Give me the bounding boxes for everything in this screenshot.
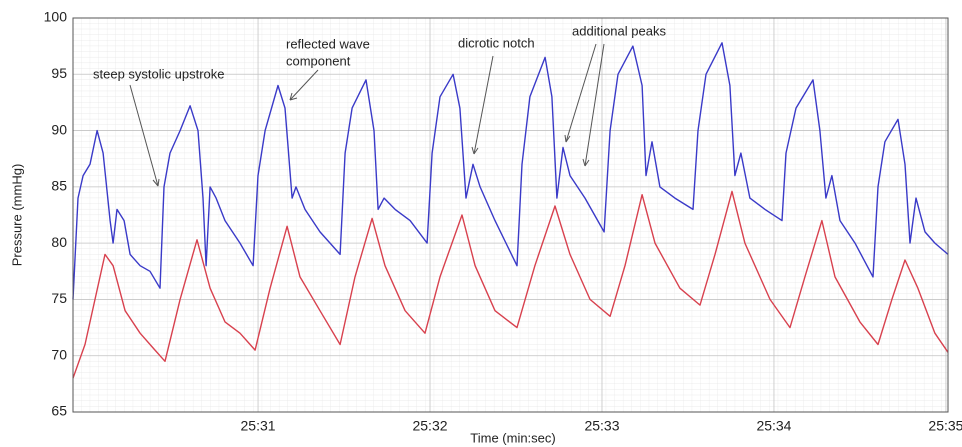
y-tick-label: 85 <box>51 178 67 194</box>
plot-frame <box>72 17 949 413</box>
x-axis-title: Time (min:sec) <box>470 430 555 445</box>
annotation: component <box>286 53 351 68</box>
x-tick-label: 25:34 <box>756 418 791 434</box>
annotation: steep systolic upstroke <box>93 66 225 81</box>
annotation: dicrotic notch <box>458 35 535 50</box>
x-tick-label: 25:35 <box>928 418 962 434</box>
arrow <box>473 55 494 155</box>
arrow <box>129 84 159 187</box>
series-line <box>72 42 949 300</box>
y-tick-label: 95 <box>51 65 67 81</box>
y-tick-label: 90 <box>51 121 67 137</box>
y-tick-label: 75 <box>51 290 67 306</box>
minor-grid <box>73 18 948 412</box>
y-tick-label: 100 <box>44 9 68 25</box>
x-tick-label: 25:32 <box>412 418 447 434</box>
y-tick-label: 80 <box>51 234 67 250</box>
plot-lines <box>72 42 949 379</box>
arrow <box>289 69 319 101</box>
y-axis-title: Pressure (mmHg) <box>9 164 24 267</box>
x-tick-label: 25:33 <box>584 418 619 434</box>
annotation-arrows <box>129 43 605 187</box>
arrow-head <box>582 158 590 167</box>
arrow <box>584 43 605 167</box>
arrow-head <box>471 146 479 155</box>
series-line <box>72 190 949 379</box>
arrow-head <box>152 178 160 187</box>
y-tick-label: 70 <box>51 346 67 362</box>
annotation: additional peaks <box>572 23 666 38</box>
arrow-head <box>289 92 298 101</box>
y-tick-label: 65 <box>51 403 67 419</box>
annotation: reflected wave <box>286 36 370 51</box>
arrow-head <box>564 134 571 143</box>
x-tick-label: 25:31 <box>241 418 276 434</box>
labels: 65 70 75 80 85 90 95 100 25:31 25:32 25:33 25:34 25:… <box>44 9 962 434</box>
arrow <box>565 43 597 143</box>
